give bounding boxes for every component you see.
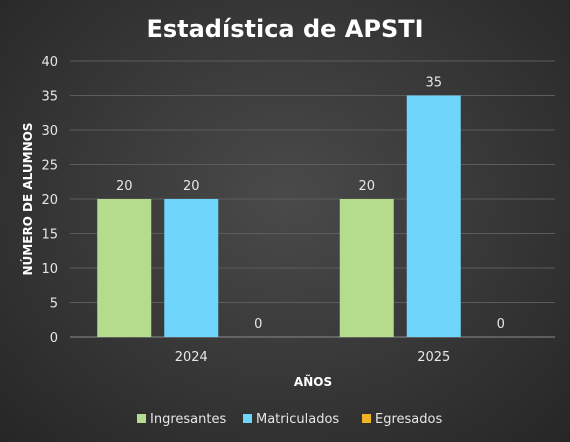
- y-tick-label: 20: [41, 193, 58, 208]
- y-tick-label: 10: [41, 262, 58, 277]
- data-labels: 20 20 0 20 35 0: [116, 76, 505, 333]
- x-axis-ticks: 2024 2025: [175, 350, 451, 365]
- legend-label-matriculados: Matriculados: [256, 412, 339, 427]
- bar-matriculados-2024: [164, 199, 219, 337]
- legend-swatch-matriculados: [243, 414, 252, 423]
- y-tick-label: 35: [41, 90, 58, 105]
- data-label: 20: [116, 179, 133, 194]
- legend-label-egresados: Egresados: [375, 412, 442, 427]
- legend-swatch-ingresantes: [137, 414, 146, 423]
- data-label: 0: [497, 317, 505, 332]
- bar-matriculados-2025: [406, 95, 461, 337]
- data-label: 20: [358, 179, 375, 194]
- x-axis-title: AÑOS: [294, 374, 332, 389]
- bar-ingresantes-2025: [339, 199, 394, 337]
- y-axis-title: NÚMERO DE ALUMNOS: [20, 123, 35, 276]
- bars: [97, 95, 461, 337]
- y-tick-label: 30: [41, 124, 58, 139]
- y-tick-label: 40: [41, 55, 58, 70]
- legend: Ingresantes Matriculados Egresados: [137, 412, 442, 427]
- legend-label-ingresantes: Ingresantes: [150, 412, 226, 427]
- data-label: 0: [254, 317, 262, 332]
- y-tick-label: 15: [41, 228, 58, 243]
- x-tick-label: 2025: [417, 350, 450, 365]
- y-tick-label: 0: [50, 331, 58, 346]
- y-tick-label: 5: [50, 297, 58, 312]
- legend-swatch-egresados: [362, 414, 371, 423]
- data-label: 35: [425, 76, 442, 91]
- y-axis-ticks: 0 5 10 15 20 25 30 35 40: [41, 55, 58, 346]
- chart-title: Estadística de APSTI: [146, 15, 423, 43]
- y-tick-label: 25: [41, 159, 58, 174]
- x-tick-label: 2024: [175, 350, 208, 365]
- data-label: 20: [183, 179, 200, 194]
- bar-ingresantes-2024: [97, 199, 152, 337]
